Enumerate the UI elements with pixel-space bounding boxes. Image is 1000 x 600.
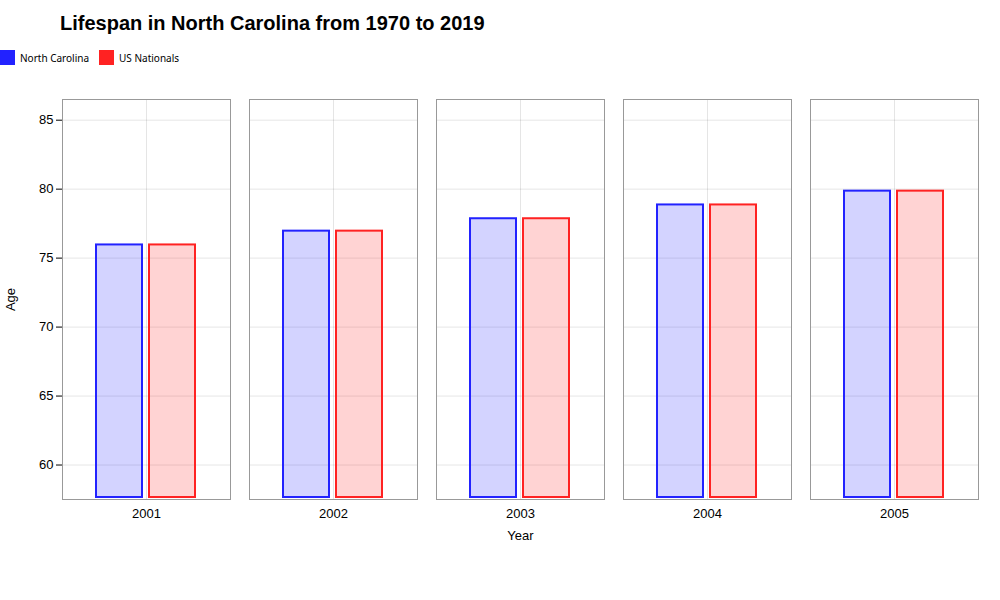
svg-text:Age: Age <box>3 288 18 311</box>
svg-text:70: 70 <box>39 319 53 334</box>
svg-text:2005: 2005 <box>880 506 909 521</box>
svg-text:85: 85 <box>39 112 53 127</box>
svg-text:Year: Year <box>507 528 534 543</box>
svg-text:2004: 2004 <box>693 506 722 521</box>
html-text:US Nationals: US Nationals <box>119 50 179 65</box>
html-text:Lifespan in North Carolina fro: Lifespan in North Carolina from 1970 to … <box>60 12 485 34</box>
svg-text:60: 60 <box>39 457 53 472</box>
svg-text:75: 75 <box>39 250 53 265</box>
svg-text:2002: 2002 <box>319 506 348 521</box>
html-text:North Carolina: North Carolina <box>20 50 89 65</box>
svg-text:80: 80 <box>39 181 53 196</box>
svg-text:65: 65 <box>39 388 53 403</box>
svg-text:2001: 2001 <box>132 506 161 521</box>
svg-text:2003: 2003 <box>506 506 535 521</box>
